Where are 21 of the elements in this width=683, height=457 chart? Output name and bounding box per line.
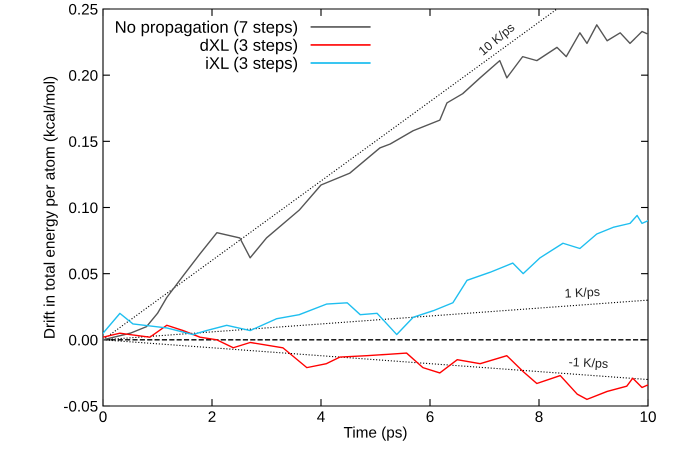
y-axis-title: Drift in total energy per atom (kcal/mol): [44, 76, 58, 338]
x-tick-label: 8: [535, 411, 543, 422]
y-tick-label: -0.05: [64, 400, 98, 412]
x-tick-label: 2: [208, 411, 216, 422]
y-tick-label: 0.10: [69, 202, 98, 214]
x-tick-label: 4: [317, 411, 325, 422]
y-tick-label: 0.15: [69, 136, 98, 148]
y-tick-label: 0.05: [69, 268, 98, 280]
legend-label: dXL (3 steps): [200, 38, 298, 54]
legend-label: No propagation (7 steps): [116, 20, 298, 36]
x-tick-label: 10: [640, 411, 656, 422]
x-tick-label: 0: [99, 411, 107, 422]
y-tick-label: 0.20: [69, 70, 98, 81]
annotation: -1 K/ps: [568, 356, 608, 371]
legend-label: iXL (3 steps): [206, 56, 298, 72]
annotation: 10 K/ps: [478, 22, 517, 58]
x-tick-label: 6: [426, 411, 434, 422]
annotation: 1 K/ps: [565, 286, 600, 300]
y-tick-label: 0.25: [69, 4, 98, 15]
x-axis-title: Time (ps): [344, 426, 407, 441]
y-tick-label: 0.00: [69, 334, 98, 346]
